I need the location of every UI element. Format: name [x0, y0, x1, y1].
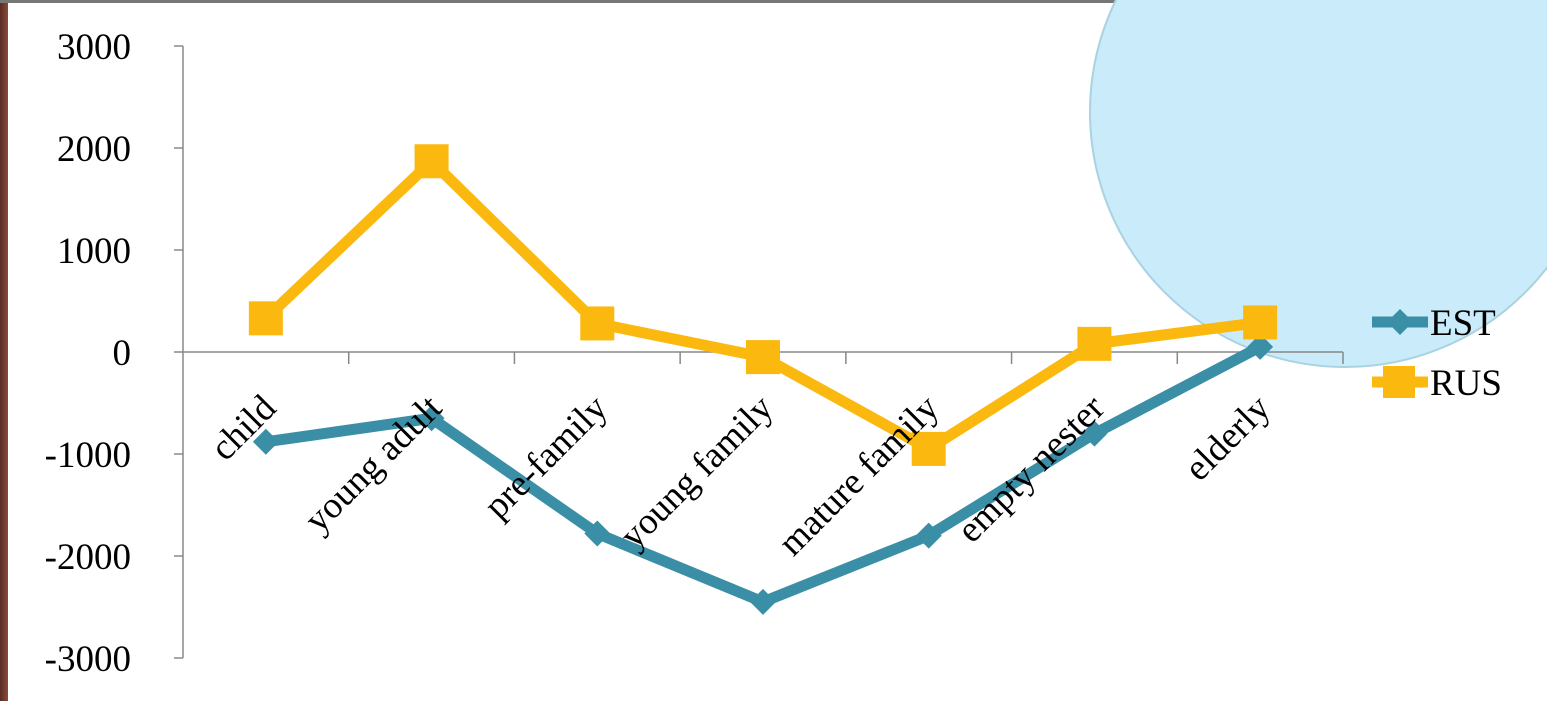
y-tick-label: -2000: [45, 537, 131, 578]
x-tick-label: empty nester: [949, 387, 1112, 550]
decor-layer: [1089, 0, 1547, 368]
x-tick-label: young family: [612, 387, 782, 557]
legend-item-est: EST: [1372, 303, 1496, 344]
y-tick-label: 1000: [57, 231, 131, 272]
x-tick-label: young adult: [297, 387, 451, 541]
data-point: [915, 522, 942, 549]
series-line-est: [265, 342, 1263, 608]
data-point: [1243, 305, 1278, 340]
data-point: [1247, 333, 1274, 360]
x-tick-label: pre-family: [476, 387, 616, 527]
y-tick-label: 0: [113, 333, 132, 374]
series-layer: [248, 144, 1278, 615]
series-rus: [248, 144, 1278, 466]
legend-marker: [1387, 309, 1413, 335]
x-tick-label: child: [203, 387, 285, 469]
data-point: [248, 301, 283, 336]
legend-label: EST: [1430, 303, 1496, 344]
x-tick-label: elderly: [1177, 387, 1279, 489]
y-tick-label: 3000: [57, 27, 131, 68]
decorative-circle: [1089, 0, 1547, 368]
series-est: [252, 333, 1274, 615]
data-point: [414, 144, 449, 179]
slide-top-border: [0, 0, 1547, 3]
data-point: [1077, 326, 1112, 361]
data-point: [1081, 420, 1108, 447]
legend-label: RUS: [1430, 363, 1502, 404]
data-point: [584, 520, 611, 547]
data-point: [580, 306, 615, 341]
legend-item-rus: RUS: [1372, 363, 1502, 404]
slide-left-border: [0, 0, 8, 701]
data-point: [418, 405, 445, 432]
y-tick-label: 2000: [57, 129, 131, 170]
y-tick-label: -1000: [45, 435, 131, 476]
data-point: [911, 431, 946, 466]
data-point: [746, 340, 780, 375]
legend-marker: [1383, 366, 1415, 398]
y-tick-label: -3000: [45, 639, 131, 680]
data-point: [252, 428, 279, 455]
legend-layer: EST RUS: [1372, 303, 1502, 404]
data-point: [750, 588, 776, 615]
